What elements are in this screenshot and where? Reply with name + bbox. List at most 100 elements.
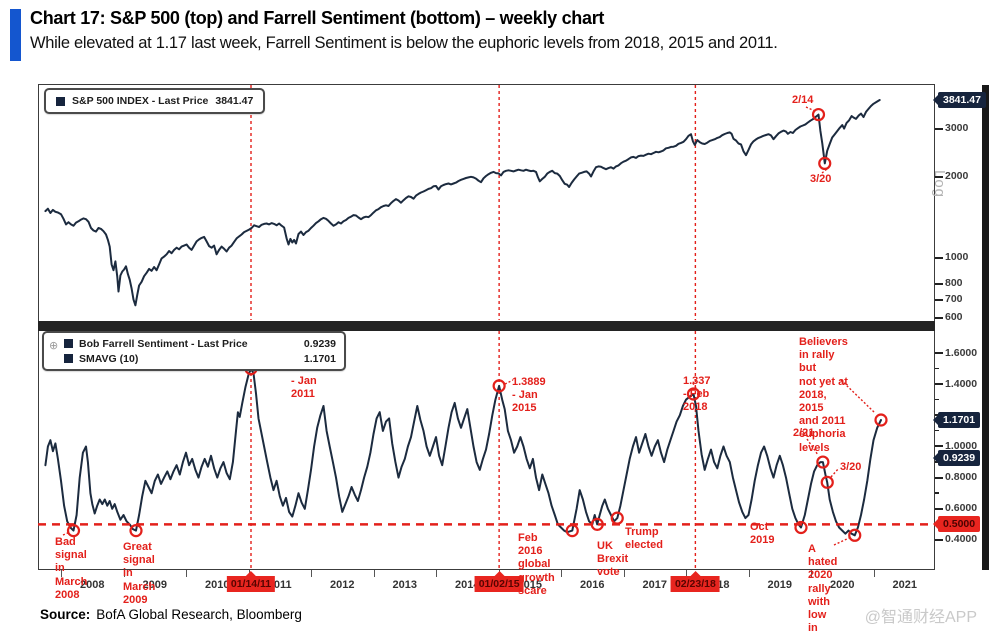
year-label: 2021: [892, 579, 917, 591]
chart-annotation: 2/14: [792, 94, 814, 106]
axis-price-badge: 0.9239: [932, 450, 981, 467]
chart-subtitle: While elevated at 1.17 last week, Farrel…: [30, 34, 778, 52]
y-axis-tick: [935, 383, 943, 386]
y-axis-tick: [935, 538, 943, 541]
date-badge: 01/02/15: [474, 571, 524, 592]
year-label: 2014: [455, 579, 480, 591]
y-axis-minor-tick: [935, 476, 939, 479]
chart-title: Chart 17: S&P 500 (top) and Farrell Sent…: [30, 8, 605, 28]
source-line: Source: BofA Global Research, Bloomberg: [40, 607, 302, 622]
x-axis-tick: [873, 570, 875, 577]
year-label: 2012: [330, 579, 355, 591]
y-tick-label: 3000: [945, 122, 969, 135]
y-axis-minor-tick: [935, 352, 939, 354]
year-label: 2013: [392, 579, 417, 591]
accent-bar: [10, 9, 21, 61]
y-axis-tick: [935, 352, 943, 354]
chart-annotation: 3/20: [810, 173, 832, 185]
x-axis-tick: [748, 570, 750, 577]
y-tick-label: 2000: [945, 170, 969, 183]
source-text: BofA Global Research, Bloomberg: [96, 607, 302, 622]
y-axis-minor-tick: [935, 492, 939, 494]
x-axis-tick: [811, 570, 812, 577]
y-axis-tick: [935, 507, 943, 510]
sp500-legend: S&P 500 INDEX - Last Price 3841.47: [44, 88, 266, 114]
legend-swatch: [64, 354, 73, 363]
y-axis-tick: [935, 298, 943, 301]
axis-price-badge: 3841.47: [933, 92, 986, 108]
y-axis-minor-tick: [935, 538, 939, 541]
chart-annotation: UK Brexit vote: [597, 540, 629, 579]
y-axis-minor-tick: [935, 383, 939, 385]
x-axis-tick: [61, 570, 62, 577]
legend-label: S&P 500 INDEX - Last Price: [72, 95, 209, 107]
chart-annotation: Oct 2019: [750, 521, 775, 547]
date-badge: 02/23/18: [670, 571, 720, 592]
legend-value: 0.9239: [303, 337, 336, 350]
y-axis-tick: [935, 316, 943, 319]
y-tick-label: 700: [945, 293, 963, 306]
legend-swatch: [64, 339, 73, 348]
year-label: 2015: [517, 579, 542, 591]
y-tick-label: 1.6000: [945, 346, 978, 359]
x-axis-tick: [186, 570, 187, 577]
chart-annotation: A hated 2020 rally with low in Aug 2020: [808, 543, 838, 631]
x-axis-tick: [123, 570, 125, 577]
year-label: 2020: [830, 579, 855, 591]
y-axis-minor-tick: [935, 507, 939, 510]
y-axis-tick: [935, 256, 943, 259]
legend-value: 3841.47: [215, 95, 254, 107]
y-tick-label: 600: [945, 311, 963, 324]
sentiment-legend: ⊕ Bob Farrell Sentiment - Last Price 0.9…: [42, 331, 346, 371]
x-axis-tick: [623, 570, 625, 577]
y-axis-tick: [935, 127, 943, 130]
panel-separator: [38, 321, 935, 331]
chart-annotation: 1.3889 - Jan 2015: [512, 376, 546, 415]
chart-annotation: Great signal in March 2009: [123, 541, 156, 606]
right-edge-strip: [982, 85, 989, 570]
tracker-icon: ⊕: [49, 340, 59, 352]
legend-label: SMAVG (10): [79, 352, 139, 365]
x-axis-tick: [686, 570, 687, 577]
y-tick-label: 1.0000: [945, 439, 978, 452]
x-axis-tick: [561, 570, 562, 577]
y-tick-label: 1000: [945, 251, 969, 264]
sp500-panel: [38, 84, 935, 322]
y-tick-label: 0.8000: [945, 471, 978, 484]
y-tick-label: 1.4000: [945, 377, 978, 390]
y-axis-tick: [935, 476, 943, 479]
year-label: 2019: [767, 579, 792, 591]
axis-price-badge: 1.1701: [932, 411, 981, 428]
y-tick-label: 800: [945, 277, 963, 290]
axis-price-badge: 0.5000: [932, 516, 981, 533]
chart-annotation: 2/21: [793, 427, 815, 439]
legend-row: Bob Farrell Sentiment - Last Price 0.923…: [64, 336, 336, 351]
y-axis-tick: [935, 282, 943, 285]
year-label: 2009: [142, 579, 167, 591]
chart-annotation: Trump elected: [625, 526, 663, 552]
chart-annotation: 3/20: [840, 461, 862, 473]
date-badge: 01/14/11: [226, 571, 276, 592]
year-label: 2008: [80, 579, 105, 591]
y-axis-minor-tick: [935, 445, 939, 447]
x-axis-tick: [436, 570, 437, 577]
source-label: Source:: [40, 607, 91, 622]
y-axis-minor-tick: [935, 367, 939, 370]
watermark: @智通财经APP: [864, 609, 977, 626]
chart-annotation: Feb 2016 global growth scare: [518, 532, 555, 597]
y-axis-minor-tick: [935, 398, 939, 401]
legend-swatch: [56, 96, 65, 106]
year-label: 2010: [205, 579, 230, 591]
chart-annotation: Bad signal in March 2008: [55, 536, 88, 601]
chart-annotation: 1.337 - Feb 2018: [683, 375, 711, 414]
x-axis-tick: [373, 570, 375, 577]
year-label: 2017: [642, 579, 667, 591]
legend-row: SMAVG (10) 1.1701: [64, 351, 336, 366]
y-axis-minor-tick: [935, 429, 939, 432]
legend-label: Bob Farrell Sentiment - Last Price: [79, 337, 248, 350]
y-tick-label: 0.6000: [945, 502, 978, 515]
y-axis-tick: [935, 175, 943, 178]
legend-value: 1.1701: [303, 352, 336, 365]
year-label: 2016: [580, 579, 605, 591]
